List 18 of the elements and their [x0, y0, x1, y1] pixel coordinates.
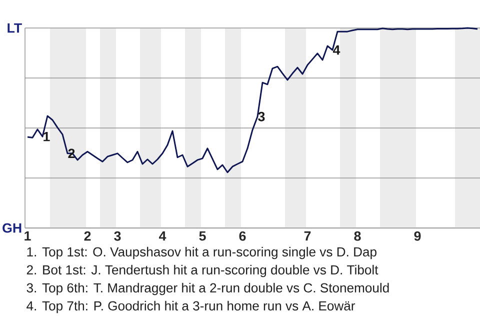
x-tick-label: 2 [84, 231, 91, 241]
x-tick-label: 1 [24, 231, 31, 241]
x-tick-label: 6 [239, 231, 246, 241]
text: LT [8, 23, 22, 33]
x-tick-label: 5 [199, 231, 206, 241]
x-tick-label: 7 [304, 231, 311, 241]
x-tick-label: 4 [159, 231, 166, 241]
annotation: 3 [258, 112, 265, 122]
text: GH [2, 223, 22, 233]
x-tick-label: 8 [354, 231, 361, 241]
text: 4. Top 7th: P. Goodrich hit a 3-run home run vs A. Eowär [26, 300, 356, 314]
annotation: 1 [44, 132, 50, 142]
text: 2. Bot 1st: J. Tendertush hit a run-scoring double vs D. Tibolt [26, 264, 378, 278]
x-tick-label: 3 [114, 231, 121, 241]
text: 1. Top 1st: O. Vaupshasov hit a run-scoring single vs D. Dap [27, 246, 376, 260]
x-tick-label: 9 [414, 231, 421, 241]
annotation: 4 [332, 45, 340, 55]
text: 3. Top 6th: T. Mandragger hit a 2-run double vs C. Stonemould [26, 282, 389, 296]
